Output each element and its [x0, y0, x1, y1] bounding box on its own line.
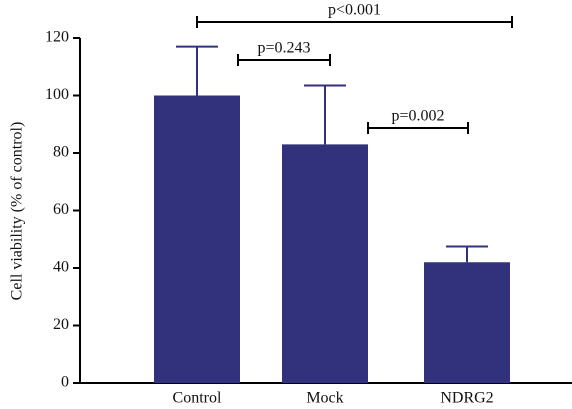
annotation: p<0.001: [328, 2, 381, 19]
annotation: p=0.002: [391, 108, 444, 125]
annotation: p=0.243: [257, 40, 310, 57]
bar: [154, 95, 240, 383]
x-tick-label: NDRG2: [440, 390, 493, 407]
error-bar: [176, 45, 218, 96]
y-tick-label: 0: [61, 374, 69, 391]
bar: [424, 262, 510, 383]
error-bar: [304, 84, 346, 145]
y-tick-label: 40: [53, 259, 69, 276]
y-tick-label: 120: [45, 29, 69, 46]
y-tick-label: 60: [53, 201, 69, 218]
y-tick-label: 80: [53, 144, 69, 161]
y-axis-label: Cell viability (% of control): [9, 122, 26, 301]
bar: [282, 144, 368, 383]
x-tick-label: Mock: [306, 390, 343, 407]
y-tick-label: 100: [45, 86, 69, 103]
x-tick-label: Control: [173, 390, 222, 407]
error-bar: [446, 245, 488, 263]
y-tick-label: 20: [53, 316, 69, 333]
